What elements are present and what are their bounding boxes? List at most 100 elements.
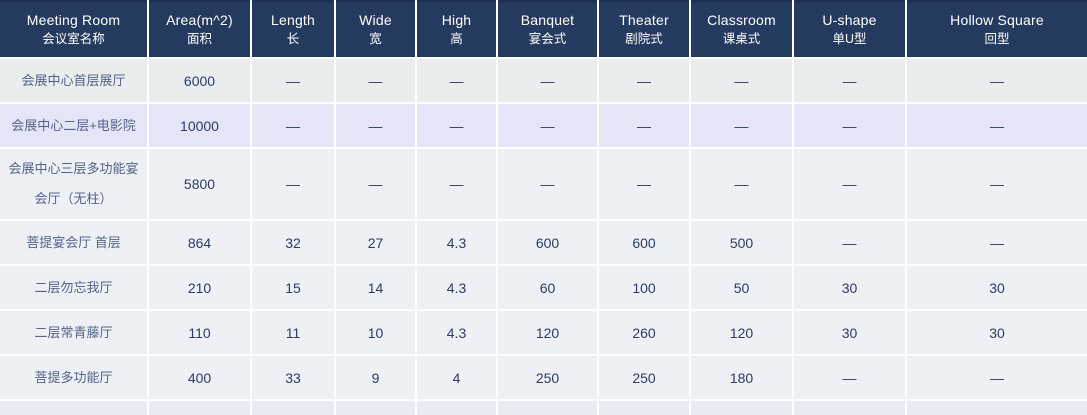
spec-value-cell: —: [906, 58, 1087, 104]
column-header-ushape: U-shape 单U型: [793, 0, 907, 59]
table-row: 二层勿忘我厅 210 15 14 4.3 60 100 50 30 30: [0, 265, 1087, 311]
spec-value-cell: —: [690, 103, 794, 149]
column-header-hollow-square: Hollow Square 回型: [906, 0, 1087, 59]
column-header-classroom: Classroom 课桌式: [690, 0, 794, 59]
column-header-en-label: Meeting Room: [26, 12, 121, 28]
empty-cell: [690, 400, 794, 415]
spec-value-cell: 30: [793, 265, 907, 311]
room-name-cell: 二层常青藤厅: [0, 310, 149, 356]
column-header-zh-label: 宴会式: [528, 32, 567, 46]
room-name-cell: 会展中心二层+电影院: [0, 103, 149, 149]
spec-value-cell: —: [906, 355, 1087, 401]
empty-cell: [335, 400, 417, 415]
spec-value-cell: —: [416, 58, 498, 104]
spec-value-cell: —: [598, 148, 691, 221]
spec-value-cell: —: [335, 148, 417, 221]
spec-value-cell: 110: [148, 310, 252, 356]
spec-value-cell: 11: [251, 310, 336, 356]
spec-value-cell: 15: [251, 265, 336, 311]
column-header-en-label: Wide: [359, 12, 392, 28]
column-header-meeting-room: Meeting Room 会议室名称: [0, 0, 149, 59]
column-header-zh-label: 剧院式: [625, 32, 663, 46]
room-name-cell: 菩提多功能厅: [0, 355, 149, 401]
room-name-cell: 会展中心三层多功能宴会厅（无柱）: [0, 148, 149, 221]
column-header-en-label: Banquet: [520, 12, 575, 28]
spec-value-cell: 30: [906, 310, 1087, 356]
column-header-banquet: Banquet 宴会式: [497, 0, 599, 59]
spec-value-cell: —: [906, 220, 1087, 266]
empty-cell: [793, 400, 907, 415]
spec-value-cell: 4.3: [416, 310, 498, 356]
column-header-theater: Theater 剧院式: [598, 0, 691, 59]
spec-value-cell: 6000: [148, 58, 252, 104]
spec-value-cell: 27: [335, 220, 417, 266]
column-header-en-label: Area(m^2): [166, 12, 233, 28]
spec-value-cell: 10000: [148, 103, 252, 149]
column-header-high: High 高: [416, 0, 498, 59]
empty-cell: [0, 400, 149, 415]
spec-value-cell: 30: [906, 265, 1087, 311]
column-header-wide: Wide 宽: [335, 0, 417, 59]
spec-value-cell: —: [793, 103, 907, 149]
spec-value-cell: 120: [690, 310, 794, 356]
column-header-zh-label: 回型: [984, 32, 1010, 46]
spec-value-cell: —: [416, 103, 498, 149]
spec-value-cell: 4: [416, 355, 498, 401]
spec-value-cell: —: [335, 103, 417, 149]
column-header-zh-label: 面积: [186, 32, 212, 46]
spec-value-cell: —: [335, 58, 417, 104]
column-header-zh-label: 会议室名称: [42, 32, 105, 46]
empty-cell: [497, 400, 599, 415]
empty-cell: [906, 400, 1087, 415]
table-row: 菩提宴会厅 首层 864 32 27 4.3 600 600 500 — —: [0, 220, 1087, 266]
spec-value-cell: —: [598, 103, 691, 149]
spec-value-cell: —: [497, 148, 599, 221]
empty-cell: [251, 400, 336, 415]
empty-cell: [416, 400, 498, 415]
spec-value-cell: 5800: [148, 148, 252, 221]
empty-cell: [598, 400, 691, 415]
spec-value-cell: 100: [598, 265, 691, 311]
room-name-cell: 会展中心首层展厅: [0, 58, 149, 104]
spec-value-cell: 864: [148, 220, 252, 266]
spec-value-cell: 32: [251, 220, 336, 266]
column-header-zh-label: 宽: [369, 32, 382, 46]
column-header-en-label: Classroom: [707, 12, 776, 28]
spec-value-cell: 4.3: [416, 220, 498, 266]
spec-value-cell: —: [690, 148, 794, 221]
column-header-zh-label: 单U型: [832, 32, 867, 46]
spec-value-cell: —: [251, 103, 336, 149]
table-row: 会展中心三层多功能宴会厅（无柱） 5800 — — — — — — — —: [0, 148, 1087, 221]
room-name-cell: 菩提宴会厅 首层: [0, 220, 149, 266]
table-row: 会展中心二层+电影院 10000 — — — — — — — —: [0, 103, 1087, 149]
spec-value-cell: 600: [598, 220, 691, 266]
spec-value-cell: —: [793, 355, 907, 401]
empty-cell: [148, 400, 252, 415]
spec-value-cell: —: [497, 103, 599, 149]
table-row-partial: [0, 400, 1087, 415]
column-header-en-label: U-shape: [822, 12, 877, 28]
spec-value-cell: —: [497, 58, 599, 104]
spec-value-cell: 250: [598, 355, 691, 401]
spec-value-cell: —: [416, 148, 498, 221]
column-header-en-label: High: [441, 12, 472, 28]
table-row: 二层常青藤厅 110 11 10 4.3 120 260 120 30 30: [0, 310, 1087, 356]
spec-value-cell: —: [906, 103, 1087, 149]
spec-value-cell: 4.3: [416, 265, 498, 311]
column-header-en-label: Length: [270, 12, 316, 28]
spec-value-cell: 180: [690, 355, 794, 401]
spec-value-cell: 500: [690, 220, 794, 266]
spec-value-cell: —: [251, 148, 336, 221]
spec-value-cell: 250: [497, 355, 599, 401]
spec-value-cell: 50: [690, 265, 794, 311]
spec-value-cell: 210: [148, 265, 252, 311]
spec-value-cell: 260: [598, 310, 691, 356]
table-row: 会展中心首层展厅 6000 — — — — — — — —: [0, 58, 1087, 104]
spec-value-cell: —: [598, 58, 691, 104]
spec-value-cell: —: [793, 58, 907, 104]
column-header-en-label: Hollow Square: [950, 12, 1044, 28]
spec-value-cell: —: [690, 58, 794, 104]
table-row: 菩提多功能厅 400 33 9 4 250 250 180 — —: [0, 355, 1087, 401]
spec-value-cell: 30: [793, 310, 907, 356]
